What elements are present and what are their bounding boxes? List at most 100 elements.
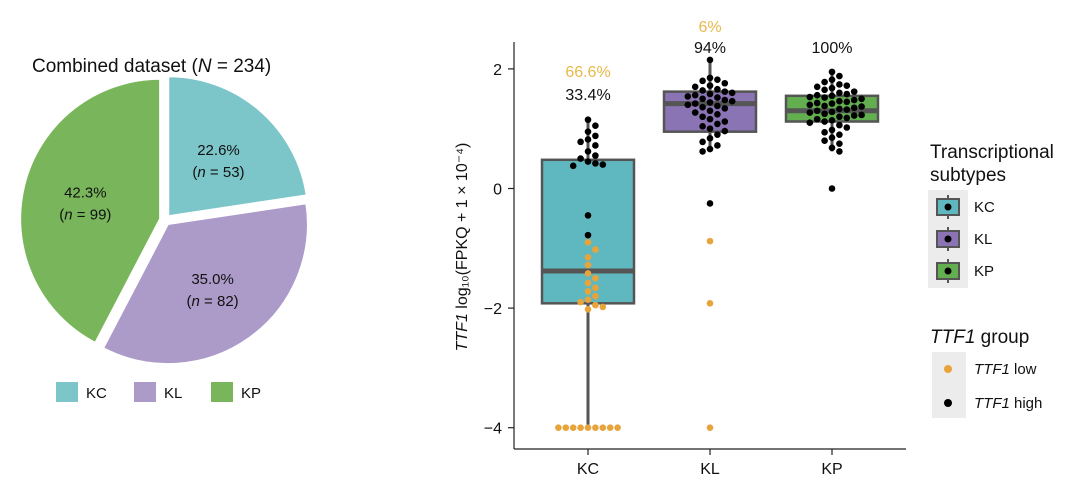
legend-swatch-kc (56, 382, 78, 402)
point-high (706, 99, 714, 106)
point-high (836, 81, 843, 88)
point-high (714, 94, 721, 101)
point-high (828, 144, 836, 152)
point-high (821, 78, 828, 86)
point-high (584, 136, 592, 143)
point-high (828, 84, 836, 92)
point-high (858, 95, 865, 103)
point-high (806, 109, 814, 116)
point-low (562, 424, 570, 432)
point-high (828, 68, 836, 76)
pct-high-kp: 100% (812, 40, 853, 57)
point-high (706, 90, 714, 98)
point-high (836, 105, 843, 113)
point-high (691, 91, 699, 99)
point-high (828, 134, 836, 141)
point-high (584, 231, 592, 239)
point-high (721, 88, 729, 95)
point-low (584, 288, 592, 295)
point-high (706, 145, 714, 153)
point-high (714, 85, 721, 93)
point-high (691, 109, 699, 116)
legend-dot (944, 203, 952, 211)
pie-pct-kp: 42.3% (64, 184, 107, 201)
point-high (850, 112, 858, 119)
point-high (714, 120, 721, 128)
point-high (592, 160, 599, 167)
legend-marker-high (944, 399, 952, 407)
data-points (555, 56, 865, 432)
point-high (828, 76, 836, 83)
point-high (836, 121, 843, 129)
point-high (828, 185, 836, 192)
point-high (691, 100, 699, 107)
point-low (614, 424, 621, 432)
point-high (706, 74, 714, 82)
point-low (592, 292, 599, 300)
y-tick-label: 2 (493, 62, 502, 79)
legend-label-high: TTF1 high (974, 395, 1042, 412)
legend-swatch-kp (211, 382, 233, 402)
point-high (843, 90, 851, 98)
point-high (821, 94, 828, 101)
subtype-legend-title-line1: Transcriptional (930, 142, 1054, 163)
point-high (850, 104, 858, 112)
x-tick-label: KC (577, 461, 599, 478)
point-high (836, 97, 843, 105)
point-high (858, 111, 865, 119)
point-high (828, 92, 836, 100)
point-low (584, 239, 592, 246)
group-legend-bg (932, 352, 966, 418)
subtype-legend: Transcriptional subtypes KC KL KP (928, 142, 1054, 288)
point-high (836, 140, 843, 147)
subtype-legend-items: KC KL KP (936, 195, 995, 283)
pie-title: Combined dataset (N = 234) (32, 56, 271, 77)
legend-label-kp: KP (241, 385, 261, 402)
point-high (706, 115, 714, 123)
point-high (584, 158, 592, 165)
pie-chart: Combined dataset (N = 234) 22.6% (n = 53)… (19, 56, 309, 402)
point-high (821, 102, 828, 110)
point-high (813, 91, 821, 99)
point-high (813, 99, 821, 107)
point-low (584, 253, 592, 261)
point-low (584, 305, 592, 313)
point-high (806, 101, 814, 109)
point-low (584, 270, 592, 277)
point-high (584, 212, 592, 219)
point-high (836, 148, 843, 155)
point-low (569, 424, 577, 432)
point-high (584, 128, 592, 135)
point-high (684, 101, 692, 109)
point-high (858, 103, 865, 110)
point-high (828, 100, 836, 107)
point-high (592, 132, 599, 140)
point-high (836, 72, 843, 80)
point-low (555, 424, 562, 432)
point-high (714, 76, 721, 83)
point-high (577, 138, 584, 146)
pie-slice-kl (101, 202, 309, 366)
pie-pct-kl: 35.0% (191, 271, 234, 288)
point-high (821, 86, 828, 94)
point-high (813, 83, 821, 91)
point-high (821, 110, 828, 118)
legend-dot (944, 235, 952, 243)
point-high (699, 113, 706, 121)
point-high (813, 115, 821, 123)
point-high (699, 123, 706, 130)
legend-label-low: TTF1 low (974, 361, 1037, 378)
pie-slice-kp (19, 77, 162, 345)
legend-marker-low (944, 365, 952, 373)
point-low (584, 279, 592, 287)
pie-slice-kc (167, 75, 308, 218)
y-tick-label: −2 (484, 301, 502, 318)
subtype-legend-label-kl: KL (974, 231, 992, 248)
point-high (706, 134, 714, 142)
point-high (691, 83, 699, 91)
point-low (577, 298, 584, 306)
point-high (714, 142, 721, 149)
x-axis: KC KL KP (514, 448, 906, 478)
point-high (721, 105, 729, 112)
